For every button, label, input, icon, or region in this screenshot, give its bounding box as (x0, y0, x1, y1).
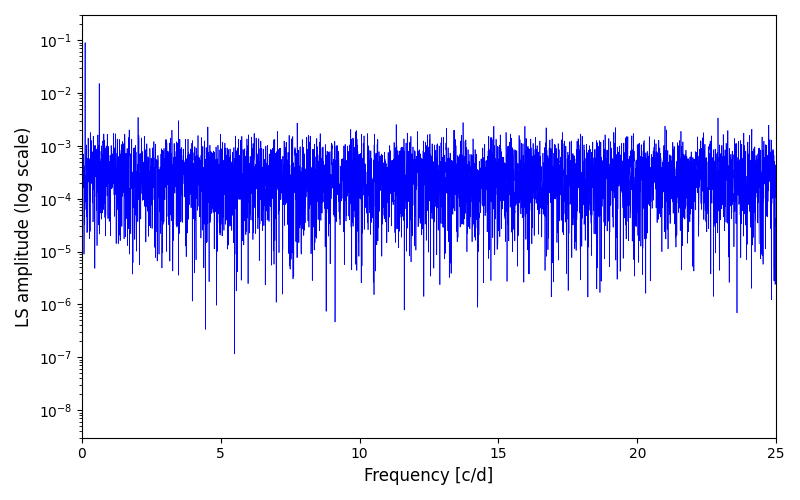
Y-axis label: LS amplitude (log scale): LS amplitude (log scale) (15, 126, 33, 326)
X-axis label: Frequency [c/d]: Frequency [c/d] (364, 467, 494, 485)
